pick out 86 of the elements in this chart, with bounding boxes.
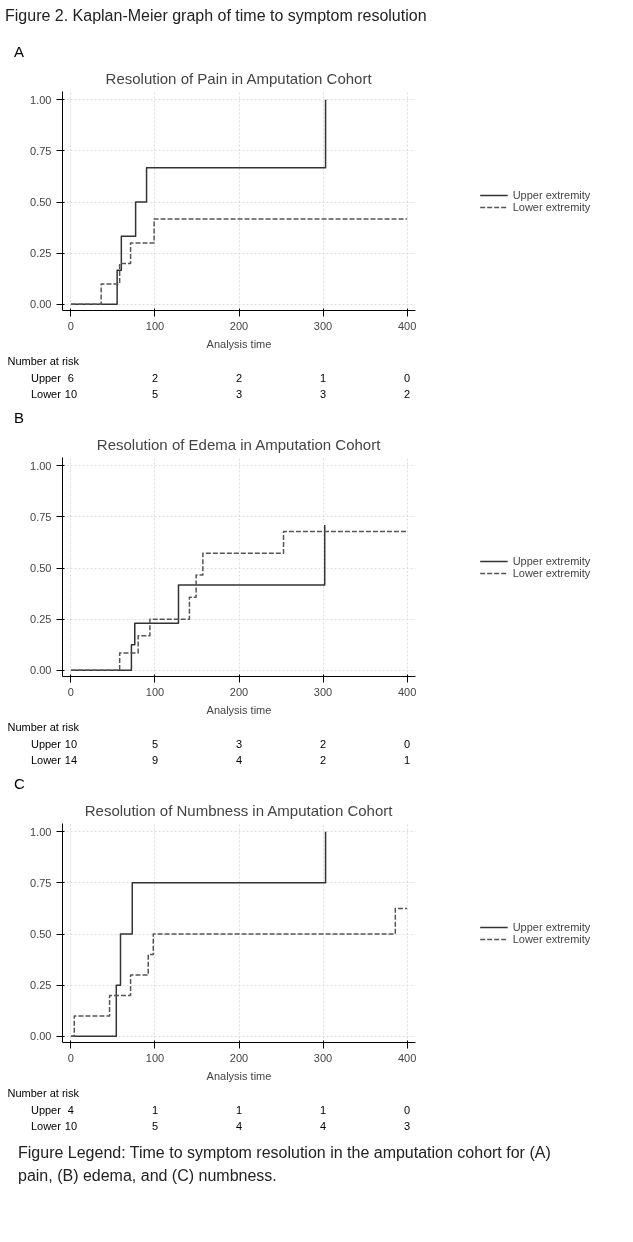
text: 3: [319, 388, 327, 401]
chart-title: Resolution of Pain in Amputation Cohort: [105, 69, 373, 87]
text: 2: [235, 371, 243, 384]
text: Upper: [30, 737, 62, 750]
x-tick-label: 400: [397, 685, 417, 698]
text: Lower: [30, 388, 62, 401]
text: 5: [151, 737, 159, 750]
legend-label: Lower extremity: [512, 566, 591, 579]
x-tick-label: 100: [145, 685, 165, 698]
y-tick-label: 0.00: [30, 298, 52, 311]
x-tick-label: 300: [313, 1051, 333, 1064]
text: 5: [151, 1120, 159, 1133]
caption: Figure 2. Kaplan-Meier graph of time to symptom resolution: [5, 6, 427, 26]
x-tick-label: 100: [145, 319, 165, 332]
text: 4: [235, 1120, 243, 1133]
text: 3: [235, 737, 243, 750]
text: 4: [235, 754, 243, 767]
text: 10: [64, 737, 78, 750]
y-tick-label: 0.25: [30, 247, 52, 260]
x-axis-title: Analysis time: [206, 703, 272, 716]
text: 10: [64, 388, 78, 401]
y-tick-label: 0.75: [30, 510, 52, 523]
x-axis-title: Analysis time: [206, 1069, 272, 1082]
text: 1: [319, 1103, 327, 1116]
y-tick-label: 0.25: [30, 613, 52, 626]
y-tick-label: 0.50: [30, 196, 52, 209]
text: 4: [319, 1120, 327, 1133]
text: Number at risk: [7, 354, 80, 367]
text: Upper: [30, 371, 62, 384]
text: 2: [319, 737, 327, 750]
x-tick-label: 100: [145, 1051, 165, 1064]
legend-label: Lower extremity: [512, 932, 591, 945]
text: B: [14, 408, 25, 428]
chart-title: Resolution of Numbness in Amputation Cohort: [84, 801, 394, 819]
text: 2: [404, 388, 411, 401]
text: 2: [151, 371, 159, 384]
x-tick-label: 200: [229, 319, 249, 332]
x-tick-label: 400: [397, 319, 417, 332]
text: 5: [151, 388, 159, 401]
text: 9: [151, 754, 159, 767]
text: C: [14, 774, 25, 794]
x-tick-label: 300: [313, 319, 333, 332]
x-tick-label: 300: [313, 685, 333, 698]
text: 10: [64, 1120, 78, 1133]
y-tick-label: 0.50: [30, 928, 52, 941]
y-tick-label: 0.75: [30, 144, 52, 157]
text: 2: [319, 754, 327, 767]
text: 1: [235, 1103, 243, 1116]
y-tick-label: 1.00: [30, 459, 52, 472]
x-tick-label: 400: [397, 1051, 417, 1064]
text: Figure Legend: Time to symptom resolution in the amputation cohort for (A) pain, (B) edema, and (C) numbness.: [18, 1143, 552, 1186]
text: 3: [235, 388, 243, 401]
text: Lower: [30, 1120, 62, 1133]
legend-label: Upper extremity: [512, 920, 591, 933]
text: 1: [151, 1103, 159, 1116]
text: 0: [404, 371, 411, 384]
text: 0: [404, 737, 411, 750]
x-tick-label: 0: [67, 685, 74, 698]
text: 1: [319, 371, 327, 384]
text: 0: [404, 1103, 411, 1116]
text: Upper: [30, 1103, 62, 1116]
y-tick-label: 1.00: [30, 825, 52, 838]
legend-label: Upper extremity: [512, 554, 591, 567]
text: 1: [404, 754, 411, 767]
x-axis-title: Analysis time: [206, 337, 272, 350]
text: 4: [67, 1103, 74, 1116]
text: Number at risk: [7, 720, 80, 733]
y-tick-label: 0.25: [30, 979, 52, 992]
legend-label: Lower extremity: [512, 200, 591, 213]
chart-title: Resolution of Edema in Amputation Cohort: [96, 435, 382, 453]
text: 6: [67, 371, 74, 384]
y-tick-label: 0.75: [30, 876, 52, 889]
x-tick-label: 0: [67, 319, 74, 332]
legend-label: Upper extremity: [512, 188, 591, 201]
x-tick-label: 200: [229, 685, 249, 698]
text: A: [14, 42, 25, 62]
y-tick-label: 0.50: [30, 562, 52, 575]
text: 3: [404, 1120, 411, 1133]
y-tick-label: 0.00: [30, 664, 52, 677]
x-tick-label: 200: [229, 1051, 249, 1064]
text: Lower: [30, 754, 62, 767]
text: Number at risk: [7, 1086, 80, 1099]
y-tick-label: 1.00: [30, 93, 52, 106]
text: 14: [64, 754, 78, 767]
x-tick-label: 0: [67, 1051, 74, 1064]
y-tick-label: 0.00: [30, 1030, 52, 1043]
